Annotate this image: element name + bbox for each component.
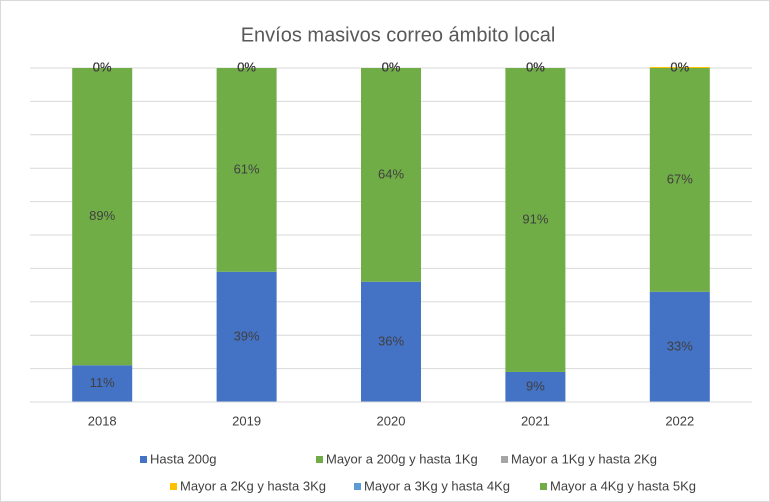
data-label: 0% xyxy=(670,59,689,74)
data-label: 0% xyxy=(526,59,545,74)
bar-segment xyxy=(505,68,566,372)
legend-swatch xyxy=(354,483,361,490)
bar-segment xyxy=(216,68,277,272)
data-label: 64% xyxy=(378,166,404,181)
legend-label: Mayor a 2Kg y hasta 3Kg xyxy=(180,478,326,493)
x-tick-label: 2021 xyxy=(521,413,550,428)
data-label: 67% xyxy=(667,171,693,186)
data-label: 36% xyxy=(378,333,404,348)
legend-label: Mayor a 200g y hasta 1Kg xyxy=(326,451,478,466)
data-label: 0% xyxy=(237,59,256,74)
data-label: 0% xyxy=(670,59,689,74)
data-label: 61% xyxy=(234,161,260,176)
legend-label: Mayor a 4Kg y hasta 5Kg xyxy=(550,478,696,493)
x-tick-label: 2019 xyxy=(232,413,261,428)
data-label: 0% xyxy=(526,59,545,74)
legend-swatch xyxy=(140,456,147,463)
bar-segment xyxy=(72,68,133,366)
data-label: 0% xyxy=(382,59,401,74)
x-tick-label: 2018 xyxy=(88,413,117,428)
data-label: 0% xyxy=(237,59,256,74)
data-label: 0% xyxy=(382,59,401,74)
data-label: 9% xyxy=(526,378,545,393)
legend-swatch xyxy=(170,483,177,490)
data-label: 0% xyxy=(526,59,545,74)
data-label: 0% xyxy=(237,59,256,74)
legend-label: Mayor a 1Kg y hasta 2Kg xyxy=(511,451,657,466)
legend-swatch xyxy=(501,456,508,463)
chart-title: Envíos masivos correo ámbito local xyxy=(241,24,556,46)
bar-segment xyxy=(72,365,133,402)
data-label: 91% xyxy=(522,211,548,226)
bar-segment xyxy=(361,281,421,402)
data-label: 0% xyxy=(93,59,112,74)
legend-swatch xyxy=(316,456,323,463)
data-label: 0% xyxy=(93,59,112,74)
bar-segment xyxy=(216,271,277,402)
data-label: 0% xyxy=(670,59,689,74)
data-label: 0% xyxy=(382,59,401,74)
legend-swatch xyxy=(540,483,547,490)
data-label: 39% xyxy=(234,328,260,343)
data-label: 0% xyxy=(670,59,689,74)
bar-segment xyxy=(649,66,710,68)
legend-label: Hasta 200g xyxy=(150,451,217,466)
data-label: 0% xyxy=(93,59,112,74)
data-label: 0% xyxy=(526,59,545,74)
data-label: 89% xyxy=(89,208,115,223)
bar-segment xyxy=(505,371,566,402)
x-tick-label: 2020 xyxy=(377,413,406,428)
bar-segment xyxy=(649,68,710,292)
data-label: 0% xyxy=(93,59,112,74)
legend-label: Mayor a 3Kg y hasta 4Kg xyxy=(364,478,510,493)
data-label: 11% xyxy=(90,375,115,390)
data-label: 33% xyxy=(667,338,693,353)
data-label: 0% xyxy=(382,59,401,74)
bar-segment xyxy=(361,68,421,282)
data-label: 0% xyxy=(237,59,256,74)
x-tick-label: 2022 xyxy=(665,413,694,428)
bar-segment xyxy=(649,291,710,402)
